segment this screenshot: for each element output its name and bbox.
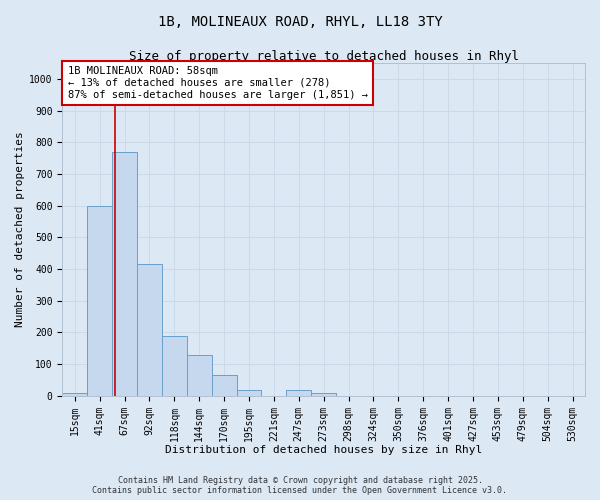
- Bar: [187, 354, 212, 396]
- Bar: [62, 392, 87, 396]
- Bar: [112, 152, 137, 396]
- X-axis label: Distribution of detached houses by size in Rhyl: Distribution of detached houses by size …: [165, 445, 482, 455]
- Bar: [286, 390, 311, 396]
- Bar: [87, 206, 112, 396]
- Text: Contains HM Land Registry data © Crown copyright and database right 2025.
Contai: Contains HM Land Registry data © Crown c…: [92, 476, 508, 495]
- Title: Size of property relative to detached houses in Rhyl: Size of property relative to detached ho…: [128, 50, 518, 63]
- Bar: [311, 392, 336, 396]
- Bar: [236, 390, 262, 396]
- Bar: [162, 336, 187, 396]
- Bar: [212, 376, 236, 396]
- Bar: [137, 264, 162, 396]
- Text: 1B MOLINEAUX ROAD: 58sqm
← 13% of detached houses are smaller (278)
87% of semi-: 1B MOLINEAUX ROAD: 58sqm ← 13% of detach…: [68, 66, 368, 100]
- Text: 1B, MOLINEAUX ROAD, RHYL, LL18 3TY: 1B, MOLINEAUX ROAD, RHYL, LL18 3TY: [158, 15, 442, 29]
- Y-axis label: Number of detached properties: Number of detached properties: [15, 132, 25, 328]
